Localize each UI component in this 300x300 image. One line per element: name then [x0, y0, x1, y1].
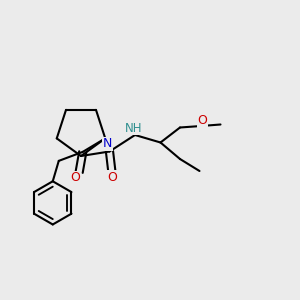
Text: O: O [70, 171, 80, 184]
Text: O: O [198, 114, 207, 127]
Text: NH: NH [125, 122, 142, 135]
Text: N: N [103, 137, 112, 150]
Text: O: O [108, 171, 117, 184]
